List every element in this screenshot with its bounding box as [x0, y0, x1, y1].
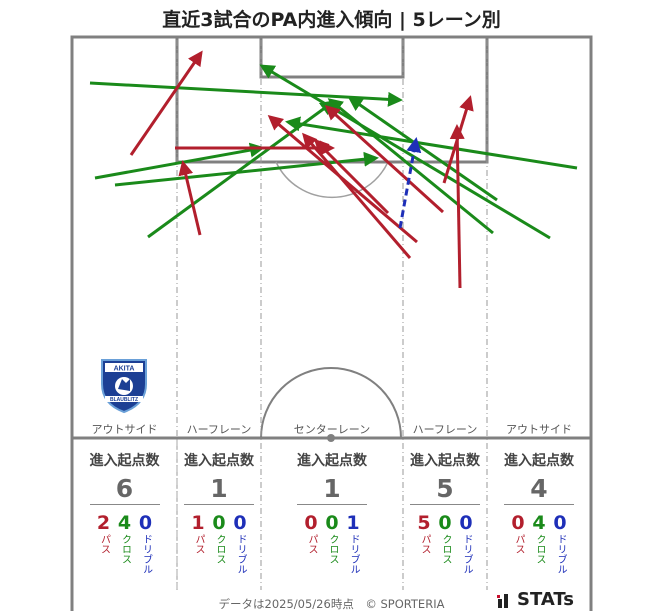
center-spot [327, 434, 335, 442]
cross-count: 4 [117, 512, 132, 534]
cross-label: クロス [440, 534, 451, 564]
brand-text: STATs [517, 589, 574, 610]
pass-arrow [313, 138, 390, 215]
pass-arrow [267, 115, 418, 244]
dribble-label: ドリブル [348, 534, 359, 574]
lane-stats-outside-left: 進入起点数 6 2 パス 4 クロス 0 ドリブル [72, 450, 177, 574]
stat-total: 5 [436, 474, 454, 503]
logo-top-text: AKITA [114, 366, 135, 373]
center-circle [260, 367, 402, 439]
lane-stats-center: 進入起点数 1 0 パス 0 クロス 1 ドリブル [261, 450, 403, 574]
penalty-area [175, 35, 489, 164]
pass-arrow [449, 124, 465, 289]
cross-arrow [285, 116, 578, 170]
pass-arrow [129, 50, 203, 156]
dribble-count: 0 [553, 512, 567, 534]
lane-name-halflane-left: ハーフレーン [186, 423, 252, 436]
lane-stats-halflane-left: 進入起点数 1 1 パス 0 クロス 0 ドリブル [177, 450, 261, 574]
stats-mark-icon [497, 593, 508, 608]
cross-count: 0 [325, 512, 339, 534]
goal-area [259, 35, 405, 79]
dribble-count: 0 [138, 512, 153, 534]
pass-arrow [302, 132, 412, 259]
stat-heading: 進入起点数 [504, 453, 574, 469]
dribble-count: 1 [346, 512, 360, 534]
lane-name-outside-left: アウトサイド [91, 423, 158, 436]
cross-arrow [327, 98, 494, 235]
stat-total: 1 [210, 474, 228, 503]
pass-label: パス [98, 534, 110, 554]
cross-label: クロス [534, 534, 545, 564]
pass-count: 2 [96, 512, 111, 534]
dribble-label: ドリブル [555, 534, 566, 574]
stat-total: 1 [323, 474, 341, 503]
pass-count: 5 [417, 512, 431, 534]
stat-total: 4 [530, 474, 548, 503]
divider [410, 504, 480, 505]
pass-label: パス [306, 534, 317, 554]
penalty-arc [275, 161, 389, 199]
stat-heading: 進入起点数 [297, 453, 367, 469]
pass-label: パス [193, 534, 204, 554]
stat-heading: 進入起点数 [184, 453, 254, 469]
dribble-arrow [398, 137, 422, 229]
cross-label: クロス [119, 534, 131, 564]
cross-count: 0 [438, 512, 452, 534]
logo-bottom-text: BLAUBLITZ [110, 397, 138, 403]
pass-arrow [178, 160, 202, 236]
pass-label: パス [419, 534, 430, 554]
pass-label: パス [513, 534, 524, 554]
pass-arrow [324, 104, 445, 214]
dribble-count: 0 [459, 512, 473, 534]
divider [89, 504, 160, 505]
cross-arrow [114, 151, 379, 187]
divider [297, 504, 367, 505]
lane-name-halflane-right: ハーフレーン [412, 423, 478, 436]
cross-arrow [89, 81, 403, 107]
dribble-label: ドリブル [140, 534, 152, 574]
stat-total: 6 [115, 474, 134, 503]
pass-count: 1 [191, 512, 205, 534]
lane-stats-outside-right: 進入起点数 4 0 パス 4 クロス 0 ドリブル [487, 450, 591, 574]
stat-heading: 進入起点数 [89, 453, 160, 469]
pass-count: 0 [511, 512, 525, 534]
pass-count: 0 [304, 512, 318, 534]
club-logo: AKITA BLAUBLITZ [101, 359, 147, 414]
dribble-label: ドリブル [235, 534, 246, 574]
stat-heading: 進入起点数 [410, 453, 480, 469]
cross-label: クロス [214, 534, 225, 564]
lane-name-center: センターレーン [293, 423, 371, 436]
divider [504, 504, 574, 505]
page-title: 直近3試合のPA内進入傾向 | 5レーン別 [162, 9, 501, 31]
dribble-label: ドリブル [461, 534, 472, 574]
divider [184, 504, 254, 505]
cross-arrow [347, 96, 498, 202]
lane-stats-halflane-right: 進入起点数 5 5 パス 0 クロス 0 ドリブル [403, 450, 487, 574]
dribble-count: 0 [233, 512, 247, 534]
cross-count: 0 [212, 512, 226, 534]
cross-count: 4 [532, 512, 546, 534]
cross-label: クロス [327, 534, 338, 564]
brand-logo: STATs [497, 589, 574, 610]
lane-name-outside-right: アウトサイド [506, 423, 572, 436]
cross-arrow [259, 64, 551, 240]
footer-note: データは2025/05/26時点 © SPORTERIA [218, 597, 445, 611]
